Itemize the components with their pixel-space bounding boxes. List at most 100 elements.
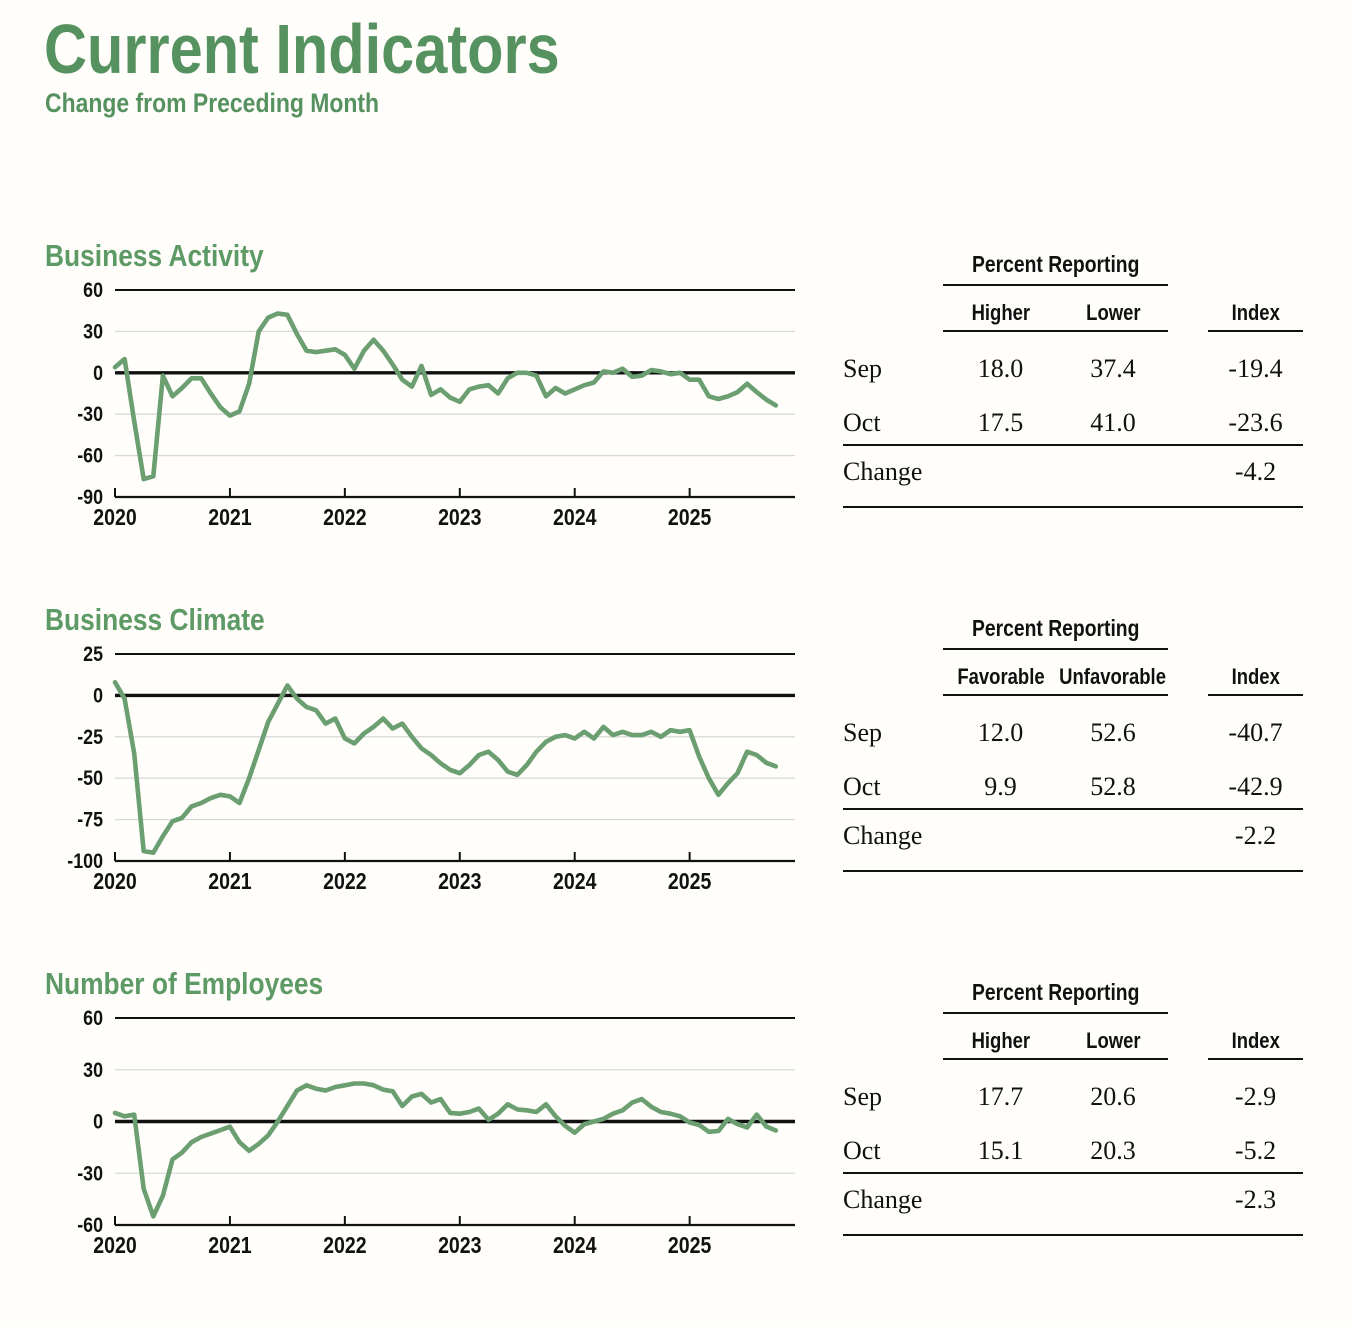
x-tick-label: 2022	[323, 1233, 366, 1258]
section-title-text: Number of Employees	[45, 966, 324, 1001]
x-tick-label: 2024	[553, 869, 597, 894]
x-tick-label: 2021	[208, 505, 252, 530]
x-tick-label: 2022	[323, 869, 366, 894]
column-header-lower: Lower	[1058, 286, 1168, 332]
page-subtitle-text: Change from Preceding Month	[45, 88, 380, 118]
chart-line	[112, 679, 779, 855]
section-title: Business Climate	[45, 602, 303, 638]
x-tick-label: 2021	[208, 1233, 252, 1258]
cell-value: -42.9	[1228, 772, 1283, 801]
y-tick-label: 60	[83, 279, 103, 303]
page-title-text: Current Indicators	[44, 10, 560, 88]
gridlines	[115, 653, 795, 863]
x-tick-label: 2024	[553, 1233, 597, 1258]
gridlines	[115, 1017, 795, 1227]
y-tick-label: -25	[77, 725, 103, 749]
group-header-text: Percent Reporting	[971, 979, 1140, 1005]
table-rule	[843, 1172, 1303, 1176]
page-title: Current Indicators	[44, 14, 651, 84]
column-header-index: Index	[1208, 1014, 1303, 1060]
column-header-text: Index	[1231, 1028, 1280, 1053]
x-tick-label: 2023	[438, 505, 482, 530]
column-header-text: Unfavorable	[1059, 664, 1167, 689]
gridlines	[115, 289, 795, 499]
y-tick-label: -75	[77, 808, 103, 832]
row-label: Oct	[843, 1136, 881, 1165]
y-axis-labels: 60 30 0 -30 -60	[77, 1007, 103, 1238]
section-title: Number of Employees	[45, 966, 372, 1002]
x-axis: 2020 2021 2022 2023 2024 2025	[93, 852, 712, 894]
y-tick-label: 0	[93, 361, 103, 385]
cell-value: 15.1	[977, 1136, 1024, 1165]
cell-value: 52.6	[1090, 718, 1136, 747]
cell-value: 37.4	[1090, 354, 1136, 383]
cell-value: -5.2	[1234, 1136, 1277, 1165]
table-rule	[843, 1234, 1303, 1236]
cell-value: 9.9	[984, 772, 1017, 801]
cell-value: 12.0	[977, 718, 1024, 747]
group-header-text: Percent Reporting	[971, 251, 1140, 277]
cell-value: -2.9	[1234, 1082, 1277, 1111]
cell-value: -19.4	[1228, 354, 1283, 383]
column-header-index: Index	[1208, 286, 1303, 332]
cell-value: 20.6	[1090, 1082, 1136, 1111]
column-header-lower: Lower	[1058, 1014, 1168, 1060]
y-tick-label: -30	[77, 1162, 103, 1186]
change-value: -2.3	[1234, 1185, 1277, 1214]
table-group-header: Percent Reporting	[943, 974, 1168, 1014]
y-tick-label: 30	[83, 320, 103, 344]
y-tick-label: -100	[67, 850, 103, 874]
change-value: -4.2	[1234, 457, 1277, 486]
x-tick-label: 2020	[93, 1233, 136, 1258]
y-tick-label: 30	[83, 1058, 103, 1082]
change-label: Change	[843, 1185, 923, 1214]
y-axis-labels: 60 30 0 -30 -60 -90	[77, 279, 103, 510]
business-activity-table: Percent Reporting Higher Lower Index Sep…	[843, 246, 1303, 508]
chart-line	[112, 311, 779, 482]
cell-value: -23.6	[1228, 408, 1283, 437]
change-label: Change	[843, 457, 923, 486]
column-header-text: Higher	[971, 1028, 1030, 1053]
table-rule	[843, 808, 1303, 812]
x-tick-label: 2025	[668, 505, 712, 530]
x-axis: 2020 2021 2022 2023 2024 2025	[93, 488, 712, 530]
y-tick-label: -60	[77, 444, 103, 468]
change-value: -2.2	[1234, 821, 1277, 850]
y-tick-label: -60	[77, 1214, 103, 1238]
table-rule	[843, 444, 1303, 448]
x-tick-label: 2025	[668, 1233, 712, 1258]
section-title: Business Activity	[45, 238, 302, 274]
column-header-text: Index	[1231, 664, 1280, 689]
y-tick-label: -30	[77, 403, 103, 427]
y-axis-labels: 25 0 -25 -50 -75 -100	[67, 643, 103, 874]
x-tick-label: 2020	[93, 869, 136, 894]
row-label: Oct	[843, 772, 881, 801]
table-group-header: Percent Reporting	[943, 610, 1168, 650]
column-header-text: Favorable	[956, 664, 1045, 689]
y-tick-label: 25	[83, 643, 103, 667]
column-header-unfavorable: Unfavorable	[1058, 650, 1168, 696]
column-header-text: Lower	[1085, 300, 1141, 325]
y-tick-label: -50	[77, 767, 103, 791]
section-business-activity: Business Activity 60 30 0 -30 -60 -90 2020 2021…	[0, 238, 1354, 598]
y-tick-label: 0	[93, 684, 103, 708]
table-group-header: Percent Reporting	[943, 246, 1168, 286]
row-label: Oct	[843, 408, 881, 437]
x-axis: 2020 2021 2022 2023 2024 2025	[93, 1216, 712, 1258]
change-label: Change	[843, 821, 923, 850]
column-header-index: Index	[1208, 650, 1303, 696]
x-tick-label: 2021	[208, 869, 252, 894]
x-tick-label: 2023	[438, 869, 482, 894]
x-tick-label: 2023	[438, 1233, 482, 1258]
x-tick-label: 2025	[668, 869, 712, 894]
business-climate-table: Percent Reporting Favorable Unfavorable …	[843, 610, 1303, 872]
x-tick-label: 2020	[93, 505, 136, 530]
x-tick-label: 2024	[553, 505, 597, 530]
row-label: Sep	[843, 718, 882, 747]
section-title-text: Business Climate	[45, 602, 265, 637]
cell-value: 41.0	[1090, 408, 1136, 437]
table-rule	[843, 870, 1303, 872]
cell-value: -40.7	[1228, 718, 1283, 747]
